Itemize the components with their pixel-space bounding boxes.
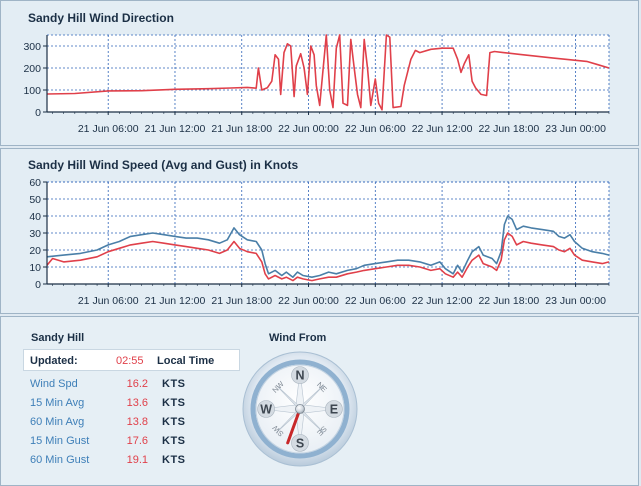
x-tick-label: 22 Jun 12:00 xyxy=(412,295,473,307)
updated-label: Updated: xyxy=(30,355,78,367)
x-tick-label: 21 Jun 12:00 xyxy=(145,295,206,307)
cardinal-label: E xyxy=(330,403,338,417)
wind-speed-chart: 21 Jun 06:00 21 Jun 12:00 21 Jun 18:00 22 J… xyxy=(29,177,610,307)
reading-value: 17.6 xyxy=(126,435,148,447)
reading-label: 60 Min Avg xyxy=(30,416,85,428)
y-tick-label: 50 xyxy=(29,194,41,206)
reading-label: 60 Min Gust xyxy=(30,454,90,466)
reading-unit: KTS xyxy=(162,454,186,466)
y-tick-label: 40 xyxy=(29,211,41,223)
cardinal-label: S xyxy=(296,436,304,450)
reading-label: 15 Min Gust xyxy=(30,435,90,447)
y-tick-label: 200 xyxy=(23,63,41,75)
wind-from-title: Wind From xyxy=(269,332,327,344)
x-tick-label: 21 Jun 06:00 xyxy=(78,295,139,307)
timezone-label: Local Time xyxy=(157,355,215,367)
updated-box: Updated: 02:55 Local Time xyxy=(23,349,240,371)
updated-time: 02:55 xyxy=(116,355,144,367)
x-tick-label: 22 Jun 00:00 xyxy=(278,295,339,307)
x-tick-label: 23 Jun 00:00 xyxy=(545,295,606,307)
compass-ring xyxy=(250,359,350,459)
y-tick-label: 10 xyxy=(29,262,41,274)
reading-unit: KTS xyxy=(162,378,186,390)
reading-value: 16.2 xyxy=(126,378,148,390)
series-line-0 xyxy=(46,34,610,111)
series-line-0 xyxy=(46,215,610,278)
cardinal-label: N xyxy=(295,369,304,383)
station-name: Sandy Hill xyxy=(31,332,85,344)
y-tick-label: 300 xyxy=(23,41,41,53)
x-tick-label: 21 Jun 18:00 xyxy=(211,123,272,135)
reading-label: Wind Spd xyxy=(30,378,78,390)
y-tick-label: 20 xyxy=(29,245,41,257)
x-tick-label: 21 Jun 18:00 xyxy=(211,295,272,307)
wind-direction-title: Sandy Hill Wind Direction xyxy=(28,11,174,25)
x-tick-label: 22 Jun 18:00 xyxy=(478,123,539,135)
wind-speed-title: Sandy Hill Wind Speed (Avg and Gust) in … xyxy=(28,158,299,172)
reading-unit: KTS xyxy=(162,397,186,409)
y-tick-label: 0 xyxy=(35,279,41,291)
reading-value: 19.1 xyxy=(126,454,148,466)
wind-direction-panel: Sandy Hill Wind Direction 21 Jun 06:00 21… xyxy=(0,0,639,146)
reading-unit: KTS xyxy=(162,435,186,447)
x-tick-label: 21 Jun 06:00 xyxy=(78,123,139,135)
x-tick-label: 22 Jun 00:00 xyxy=(278,123,339,135)
x-tick-label: 22 Jun 18:00 xyxy=(478,295,539,307)
compass-hub xyxy=(295,404,305,414)
series-line-1 xyxy=(46,232,610,282)
x-tick-label: 23 Jun 00:00 xyxy=(545,123,606,135)
cardinal-badge xyxy=(257,400,275,418)
y-tick-label: 0 xyxy=(35,107,41,119)
reading-label: 15 Min Avg xyxy=(30,397,85,409)
cardinal-badge xyxy=(291,366,309,384)
cardinal-label: W xyxy=(260,403,272,417)
y-tick-label: 30 xyxy=(29,228,41,240)
x-tick-label: 21 Jun 12:00 xyxy=(145,123,206,135)
wind-speed-panel: Sandy Hill Wind Speed (Avg and Gust) in … xyxy=(0,148,639,314)
cardinal-badge xyxy=(291,434,309,452)
cardinal-badge xyxy=(325,400,343,418)
y-tick-label: 100 xyxy=(23,85,41,97)
reading-unit: KTS xyxy=(162,416,186,428)
compass-needle xyxy=(286,407,302,445)
x-tick-label: 22 Jun 06:00 xyxy=(345,123,406,135)
current-conditions-panel: Sandy Hill Updated: 02:55 Local Time Win… xyxy=(0,316,639,486)
x-tick-label: 22 Jun 12:00 xyxy=(412,123,473,135)
reading-value: 13.6 xyxy=(126,397,148,409)
x-tick-label: 22 Jun 06:00 xyxy=(345,295,406,307)
wind-direction-chart: 21 Jun 06:00 21 Jun 12:00 21 Jun 18:00 22 J… xyxy=(23,34,610,135)
y-tick-label: 60 xyxy=(29,177,41,189)
reading-value: 13.8 xyxy=(126,416,148,428)
